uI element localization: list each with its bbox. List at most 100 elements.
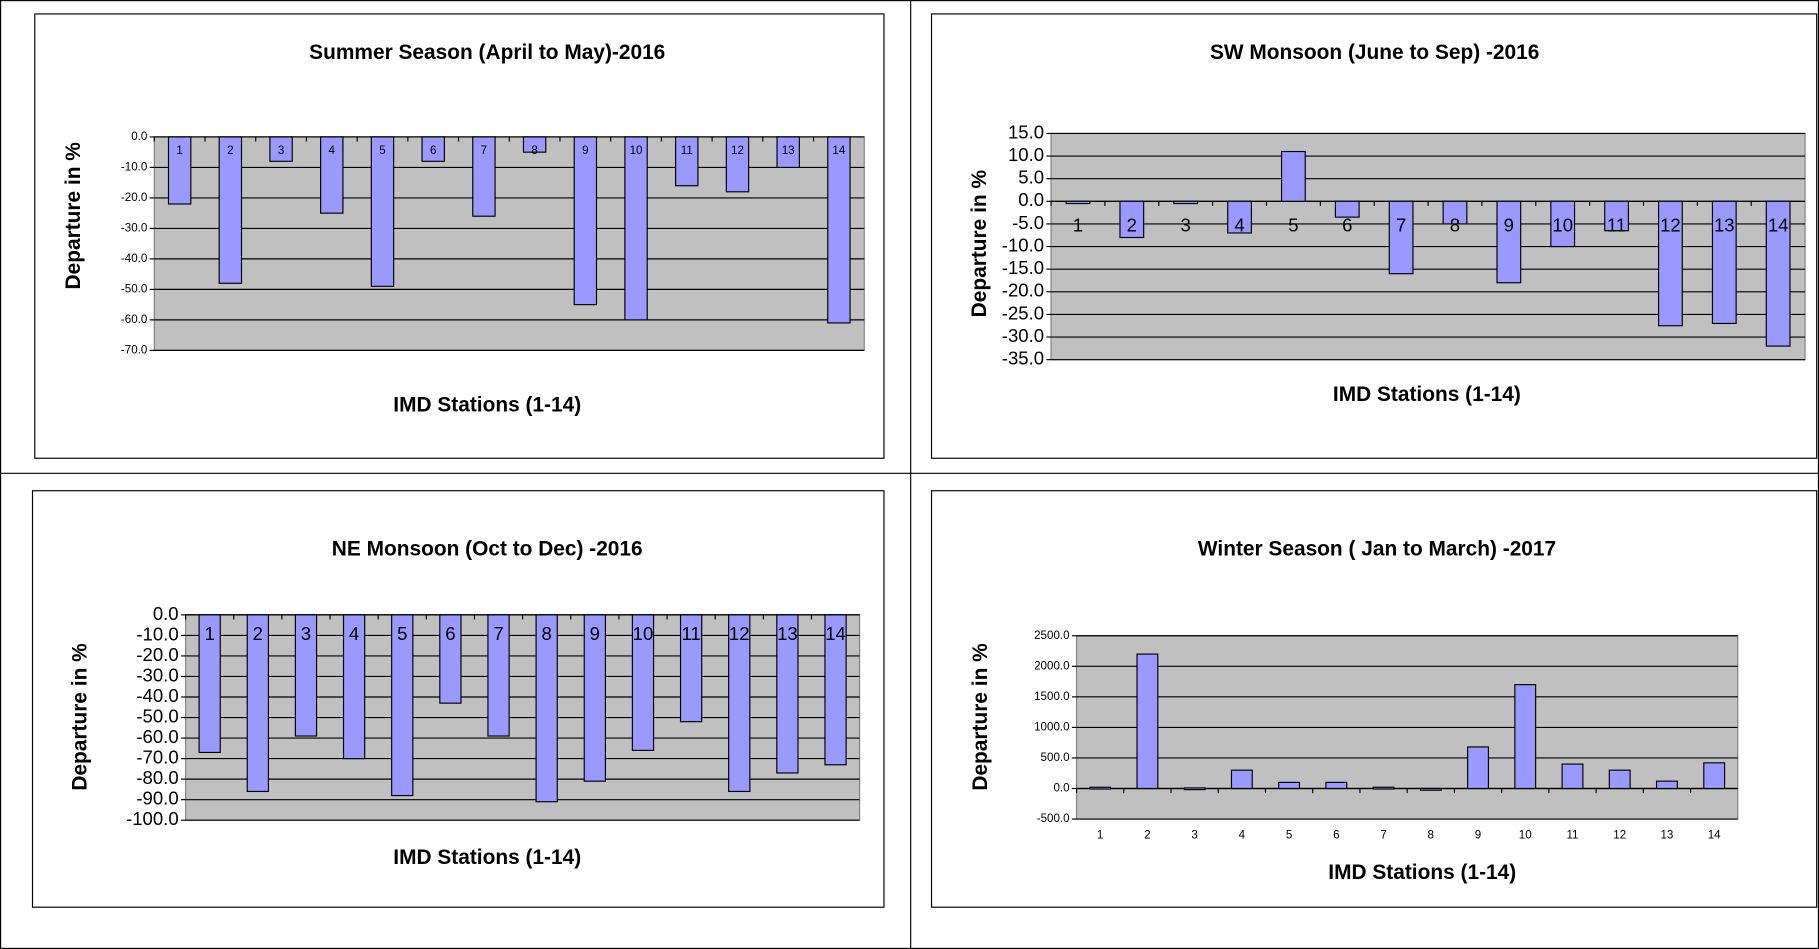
- chart-title: NE Monsoon (Oct to Dec) -2016: [332, 537, 643, 560]
- bar: [1514, 684, 1537, 790]
- bar: [776, 136, 800, 168]
- bar: [370, 136, 395, 287]
- category-label: 7: [481, 144, 487, 157]
- bar: [1372, 786, 1395, 790]
- category-label: 1: [205, 623, 215, 644]
- category-label: 14: [1708, 828, 1721, 841]
- category-label: 11: [681, 144, 693, 157]
- bar: [1608, 769, 1631, 790]
- bar: [320, 136, 344, 214]
- category-label: 5: [1288, 215, 1298, 236]
- category-label: 1: [176, 144, 182, 157]
- category-label: 10: [633, 623, 654, 644]
- category-label: 3: [1191, 828, 1197, 841]
- bar: [1419, 787, 1442, 791]
- x-axis-label: IMD Stations (1-14): [393, 394, 581, 417]
- bar: [583, 614, 607, 782]
- y-tick-label: -20.0: [121, 191, 147, 204]
- bar: [294, 614, 318, 737]
- category-label: 3: [301, 623, 311, 644]
- category-label: 9: [582, 144, 588, 157]
- y-tick-label: 5.0: [1018, 167, 1044, 188]
- category-label: 8: [1428, 828, 1434, 841]
- category-label: 11: [1566, 828, 1578, 841]
- category-label: 4: [329, 144, 336, 157]
- bar: [1230, 769, 1253, 790]
- bar: [1119, 200, 1145, 239]
- bar: [728, 614, 751, 793]
- y-tick-label: -30.0: [121, 221, 147, 234]
- category-label: 10: [1552, 215, 1573, 236]
- y-tick-label: 0.0: [153, 603, 179, 624]
- category-label: 7: [1396, 215, 1406, 236]
- bar: [1442, 200, 1468, 225]
- category-label: 3: [1181, 215, 1191, 236]
- chart: NE Monsoon (Oct to Dec) -2016 Departure i…: [31, 490, 885, 908]
- category-label: 6: [445, 623, 455, 644]
- y-tick-label: -25.0: [1002, 302, 1044, 323]
- bar: [1065, 200, 1091, 205]
- category-label: 14: [825, 623, 846, 644]
- chart-title: Winter Season ( Jan to March) -2017: [1198, 537, 1556, 560]
- bar: [391, 614, 414, 797]
- category-label: 2: [227, 144, 233, 157]
- y-tick-label: -35.0: [1002, 348, 1044, 369]
- chart: Winter Season ( Jan to March) -2017 Depar…: [930, 490, 1818, 908]
- x-axis-label: IMD Stations (1-14): [393, 846, 581, 869]
- y-tick-label: 0.0: [1018, 189, 1044, 210]
- category-label: 8: [1450, 215, 1460, 236]
- category-label: 5: [379, 144, 385, 157]
- category-label: 13: [1714, 215, 1735, 236]
- y-tick-label: -70.0: [136, 747, 178, 768]
- category-label: 5: [397, 623, 407, 644]
- bar: [1136, 653, 1159, 790]
- category-label: 12: [1613, 828, 1626, 841]
- bar: [269, 136, 293, 162]
- bar: [725, 136, 750, 193]
- y-tick-label: 0.0: [131, 130, 147, 143]
- y-tick-label: -20.0: [1002, 280, 1044, 301]
- category-label: 12: [1660, 215, 1681, 236]
- bar: [824, 614, 847, 766]
- y-tick-label: 1500.0: [1034, 690, 1069, 703]
- bar: [1334, 200, 1360, 218]
- category-label: 5: [1286, 828, 1292, 841]
- bar: [679, 614, 703, 723]
- y-tick-label: -60.0: [136, 726, 178, 747]
- y-tick-label: -70.0: [121, 343, 147, 356]
- y-tick-label: -10.0: [136, 623, 178, 644]
- y-tick-label: -15.0: [1002, 257, 1044, 278]
- category-label: 9: [1504, 215, 1514, 236]
- category-label: 4: [349, 623, 359, 644]
- category-label: 4: [1234, 215, 1244, 236]
- y-tick-label: -50.0: [136, 705, 178, 726]
- category-label: 9: [1475, 828, 1481, 841]
- category-label: 9: [590, 623, 600, 644]
- bar: [1711, 200, 1737, 325]
- bar: [1089, 786, 1112, 790]
- category-label: 13: [782, 144, 795, 157]
- category-label: 2: [1144, 828, 1150, 841]
- bar: [1655, 780, 1678, 790]
- bar: [1561, 763, 1584, 790]
- y-tick-label: 500.0: [1041, 751, 1070, 764]
- category-label: 8: [531, 144, 537, 157]
- y-tick-label: 15.0: [1008, 121, 1044, 142]
- bar: [439, 614, 462, 704]
- bar: [167, 136, 192, 205]
- y-tick-label: -50.0: [121, 282, 147, 295]
- bar: [1280, 150, 1306, 202]
- category-label: 11: [1607, 215, 1626, 236]
- y-tick-label: -20.0: [136, 644, 178, 665]
- bar: [675, 136, 699, 187]
- bar: [1604, 200, 1629, 232]
- y-axis-label: Departure in %: [969, 643, 992, 791]
- y-tick-label: -500.0: [1037, 812, 1070, 825]
- bar: [472, 136, 496, 217]
- category-label: 14: [1768, 215, 1789, 236]
- x-axis-label: IMD Stations (1-14): [1333, 383, 1521, 406]
- category-label: 13: [777, 623, 798, 644]
